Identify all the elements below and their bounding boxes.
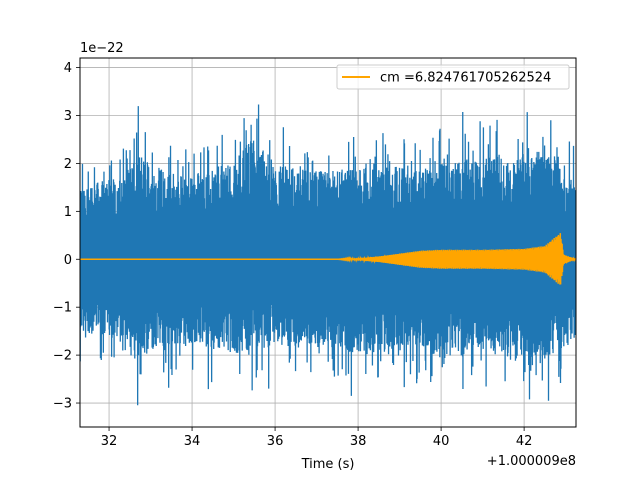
x-tick-label: 36: [267, 434, 284, 449]
legend-box: [336, 64, 570, 90]
x-tick-label: 42: [516, 434, 533, 449]
y-tick-label: −3: [53, 397, 72, 412]
data-layer: [80, 104, 576, 406]
y-tick-label: 1: [64, 205, 72, 220]
axes-frame: [79, 57, 577, 428]
x-offset-label: +1.000009e8: [487, 454, 576, 469]
y-tick-label: −1: [53, 301, 72, 316]
legend: cm =6.824761705262524: [336, 64, 570, 90]
legend-label-series-2: cm =6.824761705262524: [380, 71, 551, 86]
x-tick-label: 38: [350, 434, 367, 449]
y-scale-label: 1e−22: [80, 41, 124, 56]
x-axis-label: Time (s): [301, 457, 355, 472]
y-tick-label: 4: [64, 61, 72, 76]
x-tick-label: 32: [101, 434, 118, 449]
y-tick-label: 2: [64, 157, 72, 172]
x-tick-label: 40: [433, 434, 450, 449]
y-tick-label: −2: [53, 349, 72, 364]
y-tick-label: 3: [64, 109, 72, 124]
y-tick-label: 0: [64, 253, 72, 268]
series-line-1: [80, 104, 576, 406]
x-tick-label: 34: [184, 434, 201, 449]
series-line-2: [80, 233, 576, 285]
